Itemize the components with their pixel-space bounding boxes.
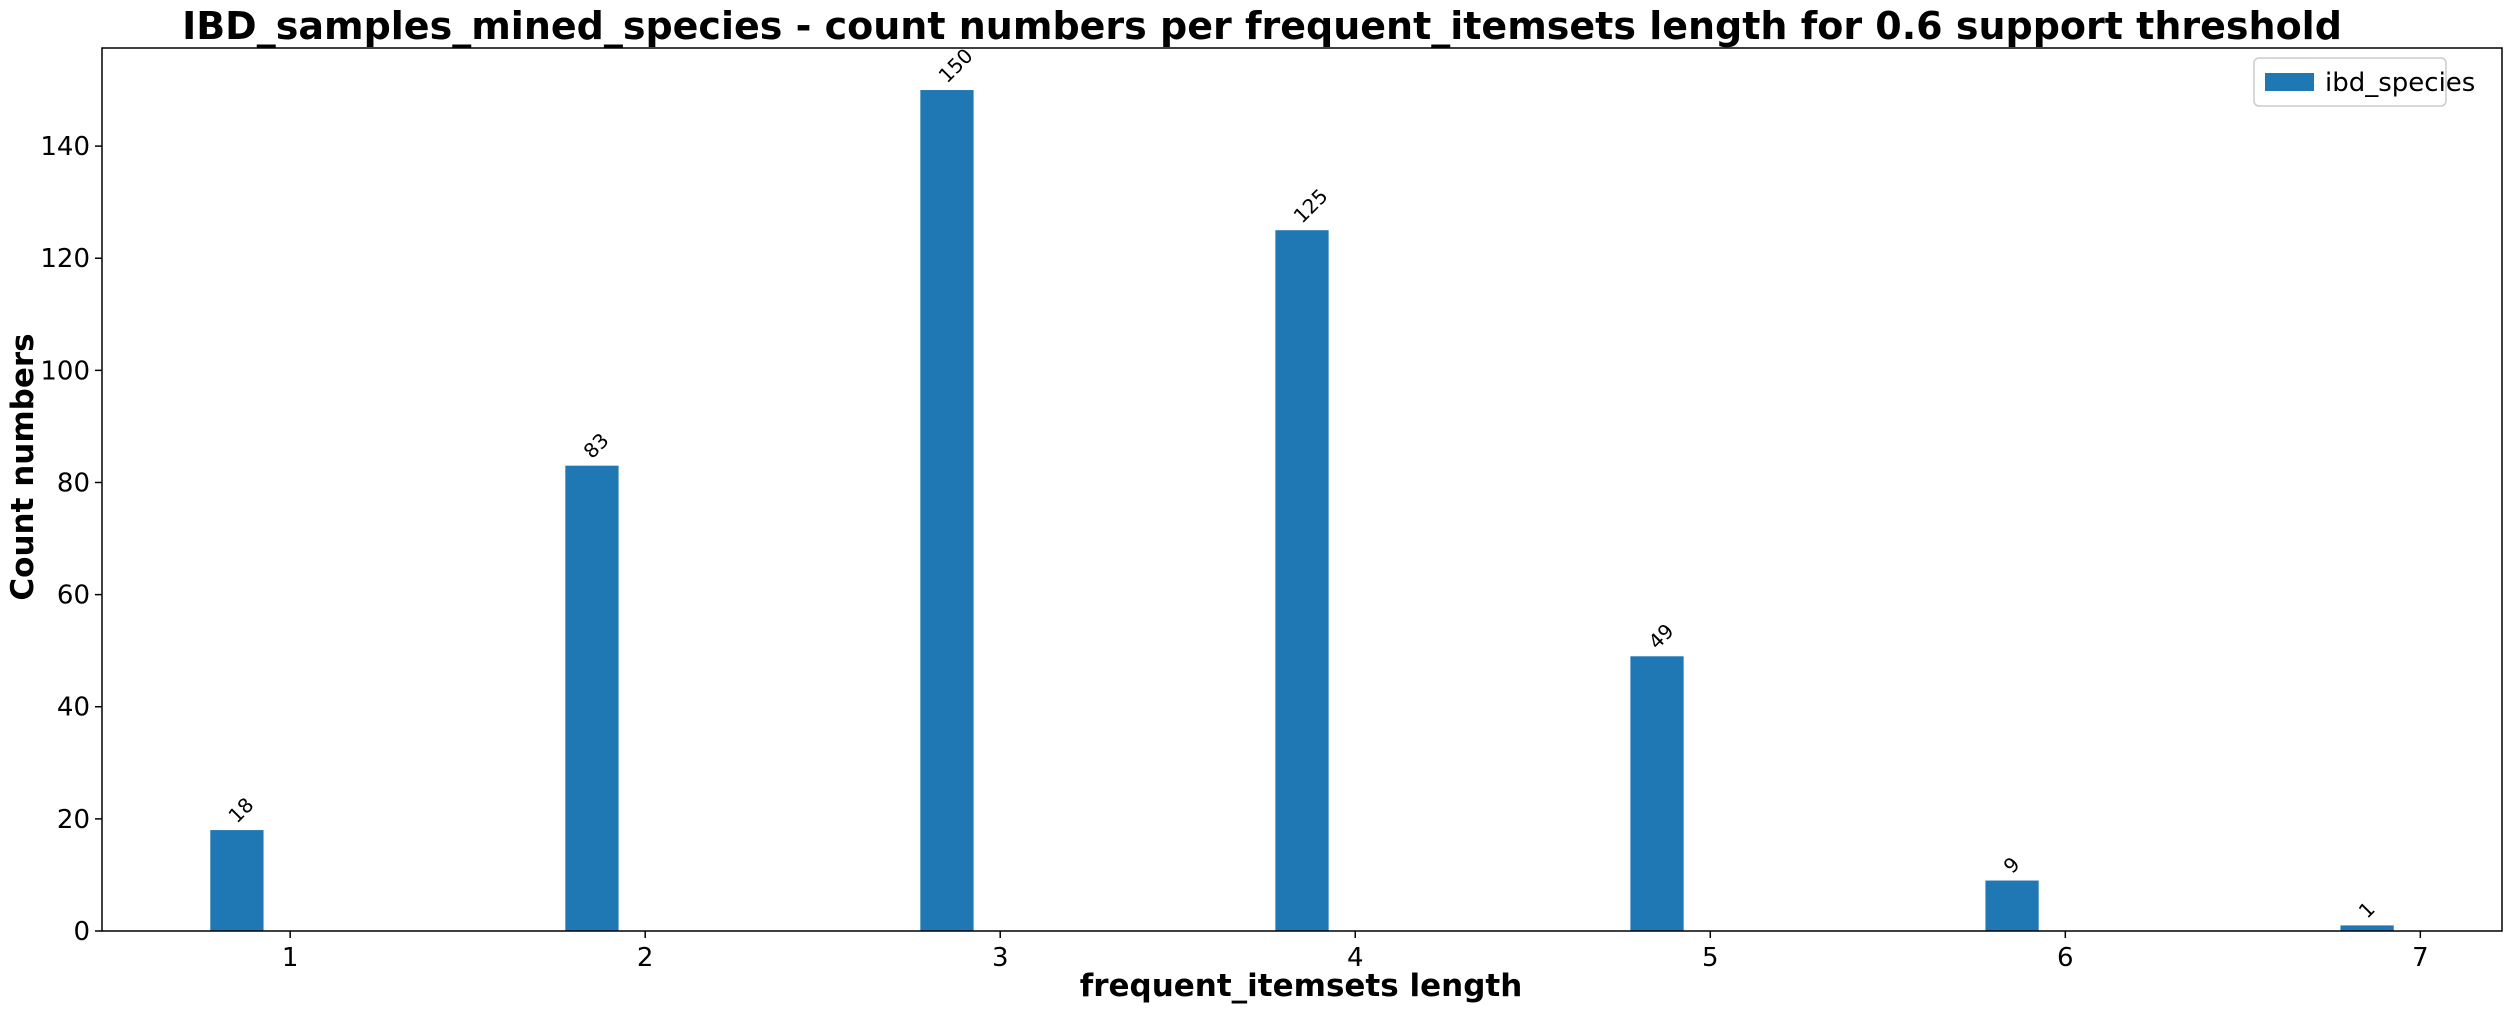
bar-3 bbox=[920, 90, 974, 932]
legend-swatch-ibd-species bbox=[2265, 73, 2314, 91]
y-tick-label-80: 80 bbox=[57, 468, 90, 498]
bar-4 bbox=[1275, 230, 1329, 931]
bar-6 bbox=[1985, 880, 2039, 931]
x-tick-label-3: 3 bbox=[992, 943, 1009, 973]
y-tick-label-0: 0 bbox=[73, 917, 90, 947]
legend-box bbox=[2253, 57, 2447, 107]
chart-title: IBD_samples_mined_species - count number… bbox=[182, 4, 2342, 48]
x-tick-label-1: 1 bbox=[282, 943, 299, 973]
x-tick-label-2: 2 bbox=[637, 943, 654, 973]
bar-5 bbox=[1630, 656, 1684, 931]
legend: ibd_species bbox=[2253, 57, 2475, 107]
x-tick-label-4: 4 bbox=[1347, 943, 1364, 973]
y-tick-label-20: 20 bbox=[57, 805, 90, 835]
y-tick-label-40: 40 bbox=[57, 693, 90, 723]
bar-7 bbox=[2340, 925, 2394, 931]
bar-1 bbox=[210, 830, 264, 931]
bar-2 bbox=[565, 465, 619, 931]
y-tick-label-140: 140 bbox=[40, 132, 90, 162]
y-tick-label-100: 100 bbox=[40, 356, 90, 386]
x-tick-label-6: 6 bbox=[2057, 943, 2074, 973]
bars-group bbox=[210, 90, 2394, 932]
y-tick-label-120: 120 bbox=[40, 244, 90, 274]
y-tick-label-60: 60 bbox=[57, 581, 90, 611]
x-axis-ticks: 1 2 3 4 5 6 7 bbox=[282, 931, 2429, 973]
x-tick-label-7: 7 bbox=[2412, 943, 2429, 973]
legend-label-ibd-species: ibd_species bbox=[2325, 68, 2475, 98]
y-axis-label: Count numbers bbox=[5, 333, 41, 600]
x-axis-label: frequent_itemsets length bbox=[1080, 968, 1523, 1004]
x-tick-label-5: 5 bbox=[1702, 943, 1719, 973]
y-axis-ticks: 0 20 40 60 80 100 120 140 bbox=[40, 132, 102, 947]
axes-frame bbox=[101, 47, 2503, 932]
